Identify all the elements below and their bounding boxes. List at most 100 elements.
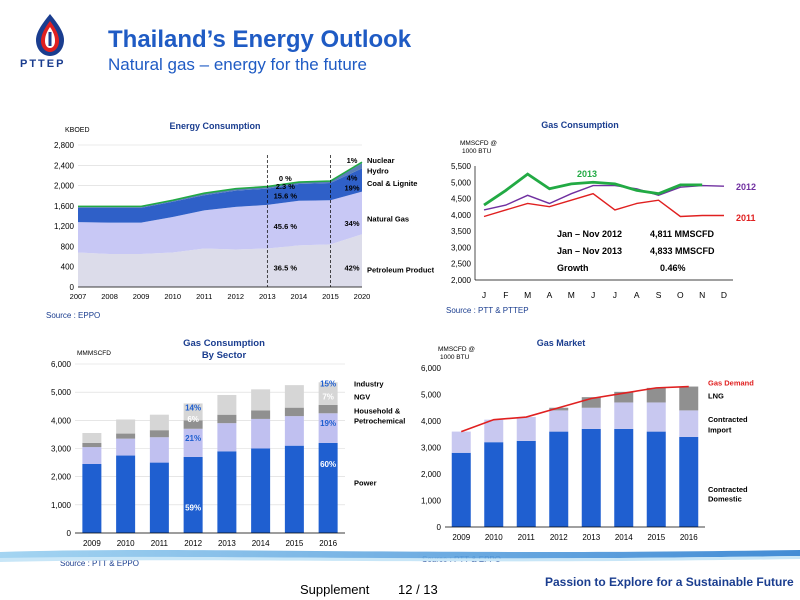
share-label-2013: 36.5 % [274,264,298,273]
share-label-2020: 4% [347,173,358,182]
stat-value: 4,811 MMSCFD [650,229,715,239]
gascons-source: Source : PTT & PTTEP [446,306,529,315]
sector-share-label: 60% [320,460,336,469]
legend-label: LNG [708,392,724,401]
x-tick-label: 2010 [485,533,503,542]
logo-text: PTTEP [20,58,66,70]
y-tick-label: 3,000 [421,444,442,453]
bar-segment [318,404,338,414]
bar-segment [149,462,169,533]
x-tick-label: A [547,290,553,300]
pttep-logo-icon [36,14,64,56]
line-series-2012 [483,184,725,211]
bar-segment [217,451,237,533]
bar-segment [149,414,169,431]
area-2 [78,168,362,223]
sector-share-label: 19% [320,419,336,428]
stat-label: Growth [557,263,589,273]
page-title: Thailand’s Energy Outlook [108,26,412,53]
bar-segment [451,431,471,453]
series-label-2012: 2012 [736,182,756,192]
bar-segment [516,417,536,441]
bar-segment [251,418,271,449]
x-tick-label: 2016 [680,533,698,542]
bar-segment [116,419,136,434]
legend-label: Contracted [708,415,748,424]
bar-segment [646,387,666,403]
bar-segment [82,433,102,443]
bar-segment [318,442,338,533]
y-axis-unit: MMSCFD @ [460,140,497,147]
bar-segment [217,423,237,452]
legend-label: Nuclear [367,156,395,165]
y-tick-label: 4,500 [451,195,472,204]
bar-segment [484,419,504,443]
chart-title: Gas Consumption [541,120,619,130]
x-tick-label: J [482,290,486,300]
bar-segment [549,407,569,411]
area-1 [78,191,362,255]
y-tick-label: 2,000 [51,473,72,482]
x-tick-label: 2014 [252,539,270,548]
bar-segment [183,403,203,421]
bar-segment [284,385,304,408]
y-tick-label: 4,000 [51,416,72,425]
share-label-2020: 34% [344,219,359,228]
share-label-2020: 19% [344,184,359,193]
y-tick-label: 2,000 [54,182,75,191]
bar-segment [116,433,136,439]
share-label-2013: 45.6 % [274,222,298,231]
x-tick-label: F [503,290,508,300]
y-tick-label: 3,500 [451,227,472,236]
line-series-2013 [483,172,703,207]
share-label-2020: 42% [344,264,359,273]
bar-segment [549,431,569,527]
bar-segment [516,440,536,527]
x-tick-label: 2011 [196,292,212,301]
x-tick-label: 2011 [151,539,169,548]
bar-segment [614,428,634,527]
x-tick-label: 2012 [184,539,202,548]
x-tick-label: S [656,290,662,300]
y-tick-label: 5,500 [451,162,472,171]
bar-segment [284,416,304,446]
y-tick-label: 1,000 [421,497,442,506]
sector-share-label: 14% [185,404,201,413]
footer-supplement: Supplement [300,582,370,597]
y-tick-label: 4,000 [451,211,472,220]
legend-label: Industry [354,380,384,389]
stat-value: 0.46% [660,263,686,273]
share-label-2013: 2.3 % [276,182,296,191]
legend-label: Power [354,478,377,487]
y-tick-label: 6,000 [51,360,72,369]
legend-label: Petrochemical [354,416,405,425]
y-tick-label: 3,000 [451,243,472,252]
stat-label: Jan – Nov 2012 [557,229,622,239]
bar-segment [318,382,338,405]
bar-segment [679,436,699,527]
share-label-2013: 15.6 % [274,192,298,201]
bar-segment [549,410,569,432]
x-tick-label: 2015 [285,539,303,548]
bar-segment [149,430,169,438]
bar-segment [614,402,634,429]
legend-label: Contracted [708,485,748,494]
y-tick-label: 2,500 [451,260,472,269]
bar-segment [679,410,699,437]
bar-segment [183,456,203,533]
y-tick-label: 3,000 [51,445,72,454]
bar-segment [251,410,271,419]
total-outline [78,161,363,208]
energy-source: Source : EPPO [46,311,101,320]
x-tick-label: 2012 [550,533,568,542]
chart-title: By Sector [202,350,247,361]
bar-segment [183,420,203,429]
legend-label: Household & [354,406,401,415]
legend-label: Hydro [367,166,389,175]
y-tick-label: 2,000 [451,276,472,285]
chart-title: Energy Consumption [169,121,260,131]
sector-share-label: 21% [185,434,201,443]
bar-segment [318,413,338,443]
y-tick-label: 5,000 [451,178,472,187]
